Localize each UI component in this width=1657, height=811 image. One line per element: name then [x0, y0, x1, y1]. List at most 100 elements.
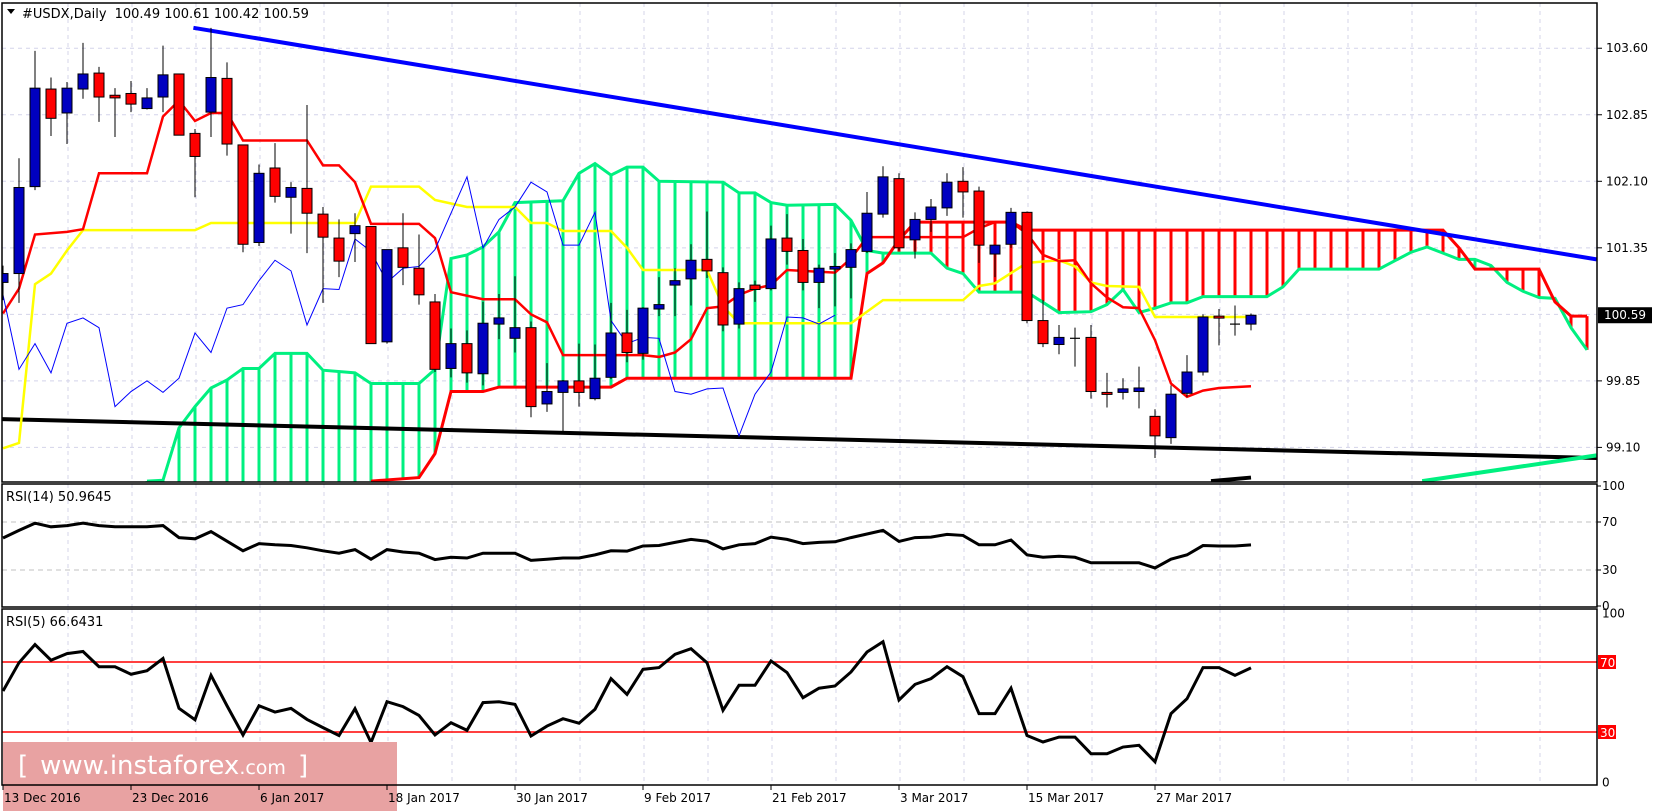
candle: [781, 214, 793, 265]
tenkan-sen-line: [2, 98, 1252, 399]
rsi14-tick-label: 70: [1602, 515, 1617, 529]
candle: [365, 226, 377, 345]
watermark-tld: .com: [239, 757, 286, 779]
rsi14-label: RSI(14) 50.9645: [6, 490, 112, 505]
candle: [957, 167, 969, 218]
candle: [285, 182, 297, 234]
candle: [237, 144, 249, 253]
candle-body: [157, 74, 169, 98]
candle-body: [141, 97, 153, 110]
candle-body: [781, 237, 793, 252]
candle-body: [733, 288, 745, 325]
candle: [141, 88, 153, 110]
candle: [1149, 409, 1161, 459]
candle: [317, 207, 329, 303]
candle: [61, 81, 73, 145]
candle: [989, 244, 1001, 278]
candle-body: [381, 249, 393, 343]
candle: [429, 293, 441, 373]
candle-body: [541, 391, 553, 405]
price-tick-label: 101.35: [1606, 241, 1648, 255]
candle-body: [1117, 388, 1129, 393]
candle-body: [45, 88, 57, 119]
candle: [397, 213, 409, 286]
candle-body: [573, 380, 585, 393]
candle-body: [1021, 211, 1033, 322]
candle-body: [653, 304, 665, 310]
candle: [1085, 324, 1097, 399]
candle-body: [221, 77, 233, 145]
rsi5-level-label: 30: [1600, 726, 1615, 740]
rsi14-panel-frame: [1, 483, 1598, 608]
candle: [829, 253, 841, 307]
trendline: [1210, 475, 1252, 482]
rsi14-panel[interactable]: [2, 521, 1597, 571]
rsi14-tick-label: 100: [1602, 479, 1625, 493]
candle-body: [509, 327, 521, 339]
candle: [621, 309, 633, 363]
grid-lines: [2, 3, 1597, 785]
candle-body: [301, 187, 313, 214]
candle: [1133, 366, 1145, 409]
candle: [109, 88, 121, 137]
candle: [1037, 300, 1049, 348]
candle: [77, 42, 89, 99]
triangle-down-icon[interactable]: [7, 9, 15, 14]
candle-body: [1133, 387, 1145, 393]
candle-body: [605, 332, 617, 378]
candle-body: [429, 301, 441, 370]
candle: [333, 219, 345, 278]
candle-body: [957, 180, 969, 193]
watermark-background: [3, 742, 397, 811]
candle-body: [685, 259, 697, 280]
candle: [797, 238, 809, 291]
candle: [349, 213, 361, 263]
trendline: [1421, 453, 1597, 482]
candle-body: [973, 190, 985, 246]
rsi5-label: RSI(5) 66.6431: [6, 615, 103, 630]
candle: [557, 379, 569, 434]
candle: [733, 282, 745, 329]
candle-body: [333, 237, 345, 262]
candle-body: [813, 267, 825, 283]
symbol-timeframe: #USDX,Daily: [22, 7, 107, 22]
candle: [1101, 372, 1113, 408]
candle-body: [717, 272, 729, 326]
date-tick-label: 18 Jan 2017: [388, 791, 460, 805]
candle-body: [1165, 393, 1177, 439]
candle: [717, 267, 729, 332]
candle: [413, 234, 425, 305]
ohlc-values: 100.49 100.61 100.42 100.59: [115, 7, 309, 22]
senkou-span-a-line: [146, 161, 1589, 482]
candle: [461, 330, 473, 383]
candle: [269, 143, 281, 203]
watermark-text: [www.instaforex.com]: [18, 751, 308, 781]
candle: [13, 158, 25, 303]
candle-body: [1181, 371, 1193, 394]
candle-body: [1213, 315, 1225, 319]
candle-body: [205, 77, 217, 113]
date-tick-label: 27 Mar 2017: [1156, 791, 1232, 805]
price-tick-label: 103.60: [1606, 41, 1648, 55]
date-tick-label: 21 Feb 2017: [772, 791, 847, 805]
rsi5-line: [2, 639, 1252, 765]
candle-body: [77, 73, 89, 90]
rsi5-panel[interactable]: [2, 639, 1597, 765]
candle-body: [893, 178, 905, 249]
candle-body: [477, 322, 489, 375]
candle: [1021, 211, 1033, 324]
candle-body: [525, 327, 537, 408]
candle-body: [1197, 316, 1209, 373]
candle: [685, 244, 697, 306]
price-panel[interactable]: [0, 25, 1597, 571]
candle: [1053, 324, 1065, 355]
candle-body: [237, 144, 249, 245]
candle-body: [1101, 391, 1113, 395]
rsi5-panel-frame: [1, 608, 1598, 786]
candle: [125, 81, 137, 113]
candle: [173, 73, 185, 136]
trendline: [2, 417, 1597, 461]
price-panel-frame: [1, 2, 1598, 483]
candle: [1070, 327, 1080, 367]
